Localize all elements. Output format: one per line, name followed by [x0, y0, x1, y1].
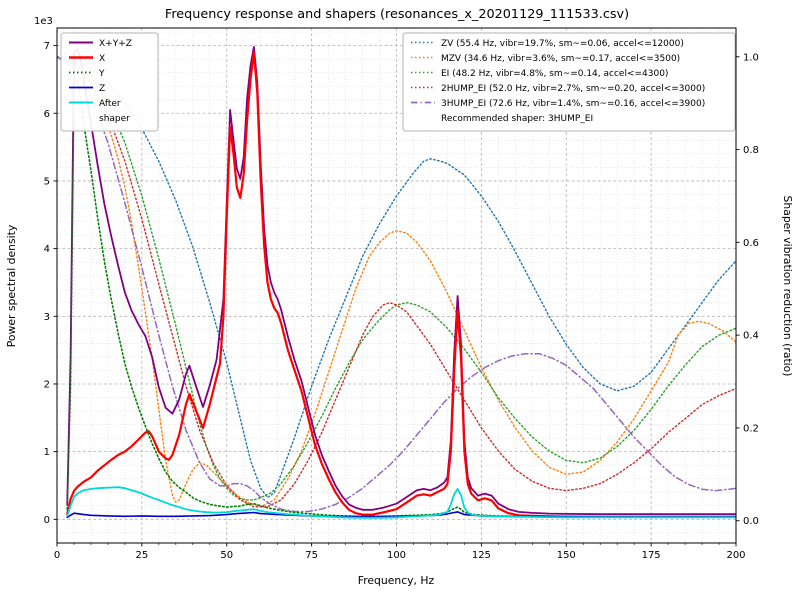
legend-label: X	[99, 54, 105, 64]
legend-label: Z	[99, 84, 105, 94]
y-axis-offset-text: 1e3	[34, 16, 53, 27]
y-tick-left-label: 3	[44, 312, 50, 323]
y-tick-right-label: 0.8	[743, 145, 759, 156]
x-axis-label: Frequency, Hz	[358, 574, 435, 587]
x-tick-label: 150	[557, 550, 576, 561]
axes-layer: 0 25 50 75 100 125 150 175 200 0 1 2 3 4 5 6 7 0.0 0.2 0.4 0…	[44, 27, 759, 561]
shaper-legend-box	[402, 32, 736, 132]
legend-label: shaper	[99, 114, 130, 124]
grid-layer	[56, 28, 737, 543]
legend-label: X+Y+Z	[99, 39, 132, 49]
y-tick-right-label: 0.0	[743, 516, 759, 527]
series-3hump-ei	[57, 56, 736, 513]
x-tick-label: 100	[387, 550, 406, 561]
y-tick-right-label: 0.4	[743, 331, 759, 342]
legend-label: 2HUMP_EI (52.0 Hz, vibr=2.7%, sm~=0.20, …	[441, 84, 705, 94]
series-mzv	[57, 56, 736, 508]
legend-label: EI (48.2 Hz, vibr=4.8%, sm~=0.14, accel<…	[441, 69, 668, 79]
chart-title: Frequency response and shapers (resonanc…	[165, 7, 629, 22]
legend-label: After	[99, 99, 121, 109]
x-tick-label: 125	[472, 550, 491, 561]
series-layer	[57, 46, 736, 519]
series-2hump-ei	[57, 56, 736, 508]
series-zv	[57, 56, 736, 499]
y-tick-left-label: 2	[44, 379, 50, 390]
x-tick-label: 25	[136, 550, 149, 561]
y-tick-left-label: 5	[44, 176, 50, 187]
x-tick-label: 0	[54, 550, 60, 561]
y-axis-label-left: Power spectral density	[5, 224, 18, 347]
series-x-y-z	[66, 46, 736, 516]
y-tick-left-label: 6	[44, 109, 50, 120]
series-ei	[57, 56, 736, 501]
shaper-legend: ZV (55.4 Hz, vibr=19.7%, sm~=0.06, accel…	[402, 32, 736, 132]
x-tick-label: 200	[726, 550, 745, 561]
x-tick-label: 75	[305, 550, 318, 561]
y-tick-left-label: 1	[44, 447, 50, 458]
psd-legend: X+Y+Z XYZ After shaper	[60, 32, 159, 132]
y-tick-left-label: 7	[44, 41, 50, 52]
y-tick-right-label: 1.0	[743, 52, 759, 63]
legend-layer: X+Y+Z XYZ After shaper ZV (55.4 Hz, vibr=19.…	[60, 32, 736, 132]
x-tick-label: 175	[642, 550, 661, 561]
series-x	[66, 51, 736, 519]
y-axis-label-right: Shaper vibration reduction (ratio)	[781, 195, 794, 376]
y-tick-right-label: 0.2	[743, 423, 759, 434]
x-tick-label: 50	[220, 550, 233, 561]
legend-label: MZV (34.6 Hz, vibr=3.6%, sm~=0.17, accel…	[441, 54, 680, 64]
y-tick-right-label: 0.6	[743, 238, 759, 249]
legend-footer: Recommended shaper: 3HUMP_EI	[441, 114, 593, 124]
y-tick-left-label: 4	[44, 244, 50, 255]
legend-label: ZV (55.4 Hz, vibr=19.7%, sm~=0.06, accel…	[441, 39, 684, 49]
y-tick-left-label: 0	[44, 515, 50, 526]
legend-label: Y	[98, 69, 105, 79]
legend-label: 3HUMP_EI (72.6 Hz, vibr=1.4%, sm~=0.16, …	[441, 99, 705, 109]
series-after-shaper	[66, 486, 736, 519]
